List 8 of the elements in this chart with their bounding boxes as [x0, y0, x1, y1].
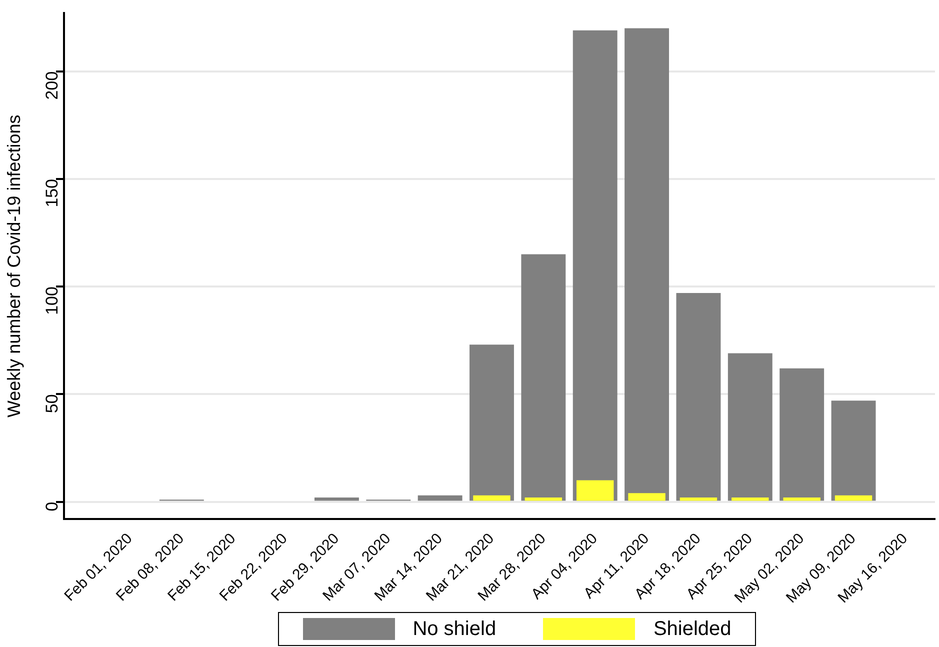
- y-tick-label: 150: [42, 178, 62, 208]
- y-tick-label: 100: [42, 286, 62, 315]
- y-tick-label: 0: [42, 502, 62, 512]
- legend-label: Shielded: [653, 618, 732, 640]
- y-axis-title: Weekly number of Covid-19 infections: [4, 114, 24, 418]
- y-tick-label: 50: [42, 394, 62, 414]
- y-tick-label: 200: [42, 71, 62, 100]
- legend-label: No shield: [412, 618, 496, 640]
